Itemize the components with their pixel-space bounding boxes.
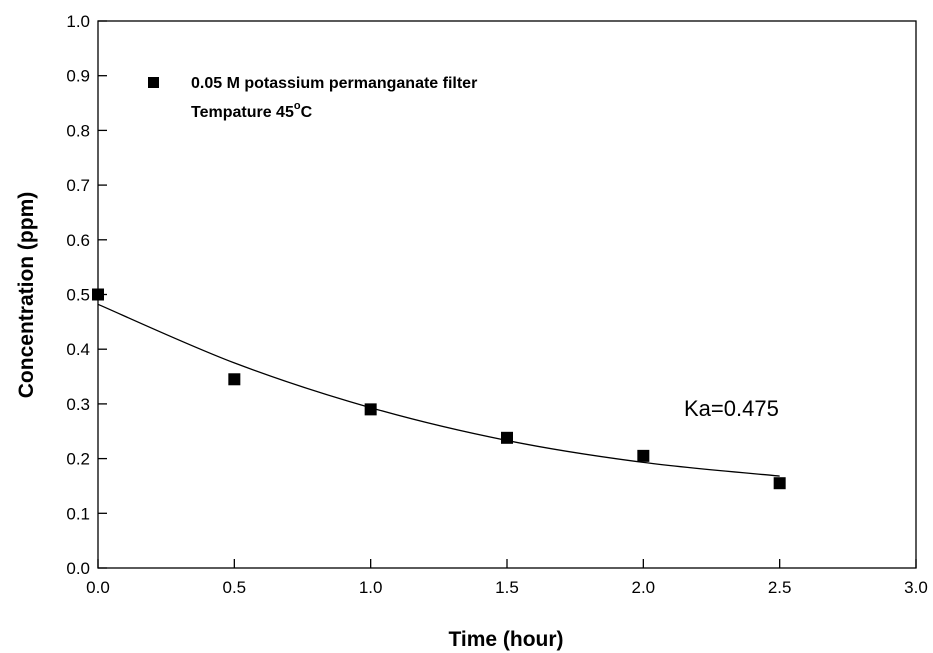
x-tick-label: 2.0 xyxy=(632,578,656,597)
fit-curve xyxy=(97,303,780,477)
y-tick-label: 0.4 xyxy=(66,340,90,359)
y-tick-label: 0.8 xyxy=(66,121,90,140)
data-point xyxy=(501,431,513,444)
y-tick-label: 0.0 xyxy=(66,559,90,578)
y-tick-label: 0.1 xyxy=(66,504,90,523)
legend-series-label: 0.05 M potassium permanganate filter xyxy=(191,75,477,92)
y-tick-label: 0.3 xyxy=(66,395,90,414)
legend-temperature-label: Tempature 45oC xyxy=(191,100,313,121)
x-tick-label: 1.5 xyxy=(495,578,519,597)
data-points xyxy=(92,288,786,490)
y-axis: 0.0 0.1 0.2 0.3 0.4 0.5 0.6 0.7 0.8 0.9 1.0 xyxy=(66,12,107,578)
data-point xyxy=(92,288,104,301)
legend-temperature-unit: C xyxy=(301,104,313,121)
y-tick-label: 0.2 xyxy=(66,450,90,469)
x-tick-label: 1.0 xyxy=(359,578,383,597)
data-point xyxy=(637,449,650,462)
y-tick-label: 1.0 xyxy=(66,12,90,31)
rate-constant-annotation: Ka=0.475 xyxy=(684,396,779,421)
y-tick-label: 0.7 xyxy=(66,176,90,195)
x-axis: 0.0 0.5 1.0 1.5 2.0 2.5 3.0 xyxy=(86,559,928,597)
x-axis-title: Time (hour) xyxy=(448,628,563,651)
y-tick-label: 0.6 xyxy=(66,231,90,250)
legend-temperature-prefix: Tempature 45 xyxy=(191,104,294,121)
y-tick-label: 0.9 xyxy=(66,67,90,86)
x-tick-label: 0.0 xyxy=(86,578,110,597)
legend: 0.05 M potassium permanganate filter Tem… xyxy=(148,75,477,121)
x-tick-label: 2.5 xyxy=(768,578,792,597)
data-point xyxy=(773,477,786,490)
data-point xyxy=(228,373,241,386)
y-axis-title: Concentration (ppm) xyxy=(15,192,38,398)
x-tick-label: 3.0 xyxy=(904,578,928,597)
x-tick-label: 0.5 xyxy=(223,578,247,597)
legend-temperature-degree: o xyxy=(294,100,301,112)
y-tick-label: 0.5 xyxy=(66,286,90,305)
data-point xyxy=(364,403,377,416)
legend-marker xyxy=(148,77,159,88)
